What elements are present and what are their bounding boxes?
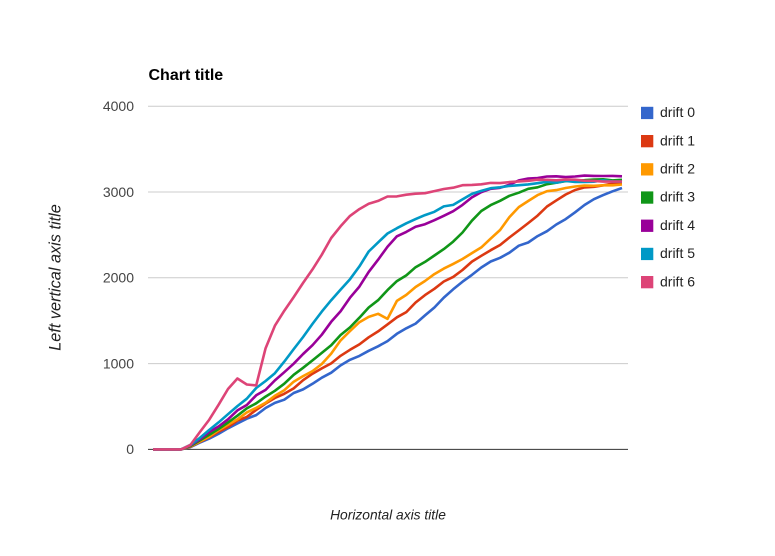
svg-text:drift 5: drift 5: [660, 245, 695, 261]
svg-text:drift 1: drift 1: [660, 132, 695, 148]
svg-text:drift 2: drift 2: [660, 161, 695, 177]
svg-text:drift 0: drift 0: [660, 104, 695, 120]
svg-text:1000: 1000: [103, 355, 134, 371]
svg-text:3000: 3000: [103, 184, 134, 200]
svg-text:2000: 2000: [103, 270, 134, 286]
svg-text:Horizontal axis title: Horizontal axis title: [330, 507, 446, 522]
svg-text:Left vertical axis title: Left vertical axis title: [47, 204, 65, 351]
svg-text:0: 0: [126, 441, 134, 457]
svg-text:drift 6: drift 6: [660, 273, 695, 289]
svg-text:4000: 4000: [103, 98, 134, 114]
svg-text:drift 3: drift 3: [660, 189, 695, 205]
svg-text:Chart title: Chart title: [149, 67, 224, 84]
svg-text:drift 4: drift 4: [660, 217, 695, 233]
